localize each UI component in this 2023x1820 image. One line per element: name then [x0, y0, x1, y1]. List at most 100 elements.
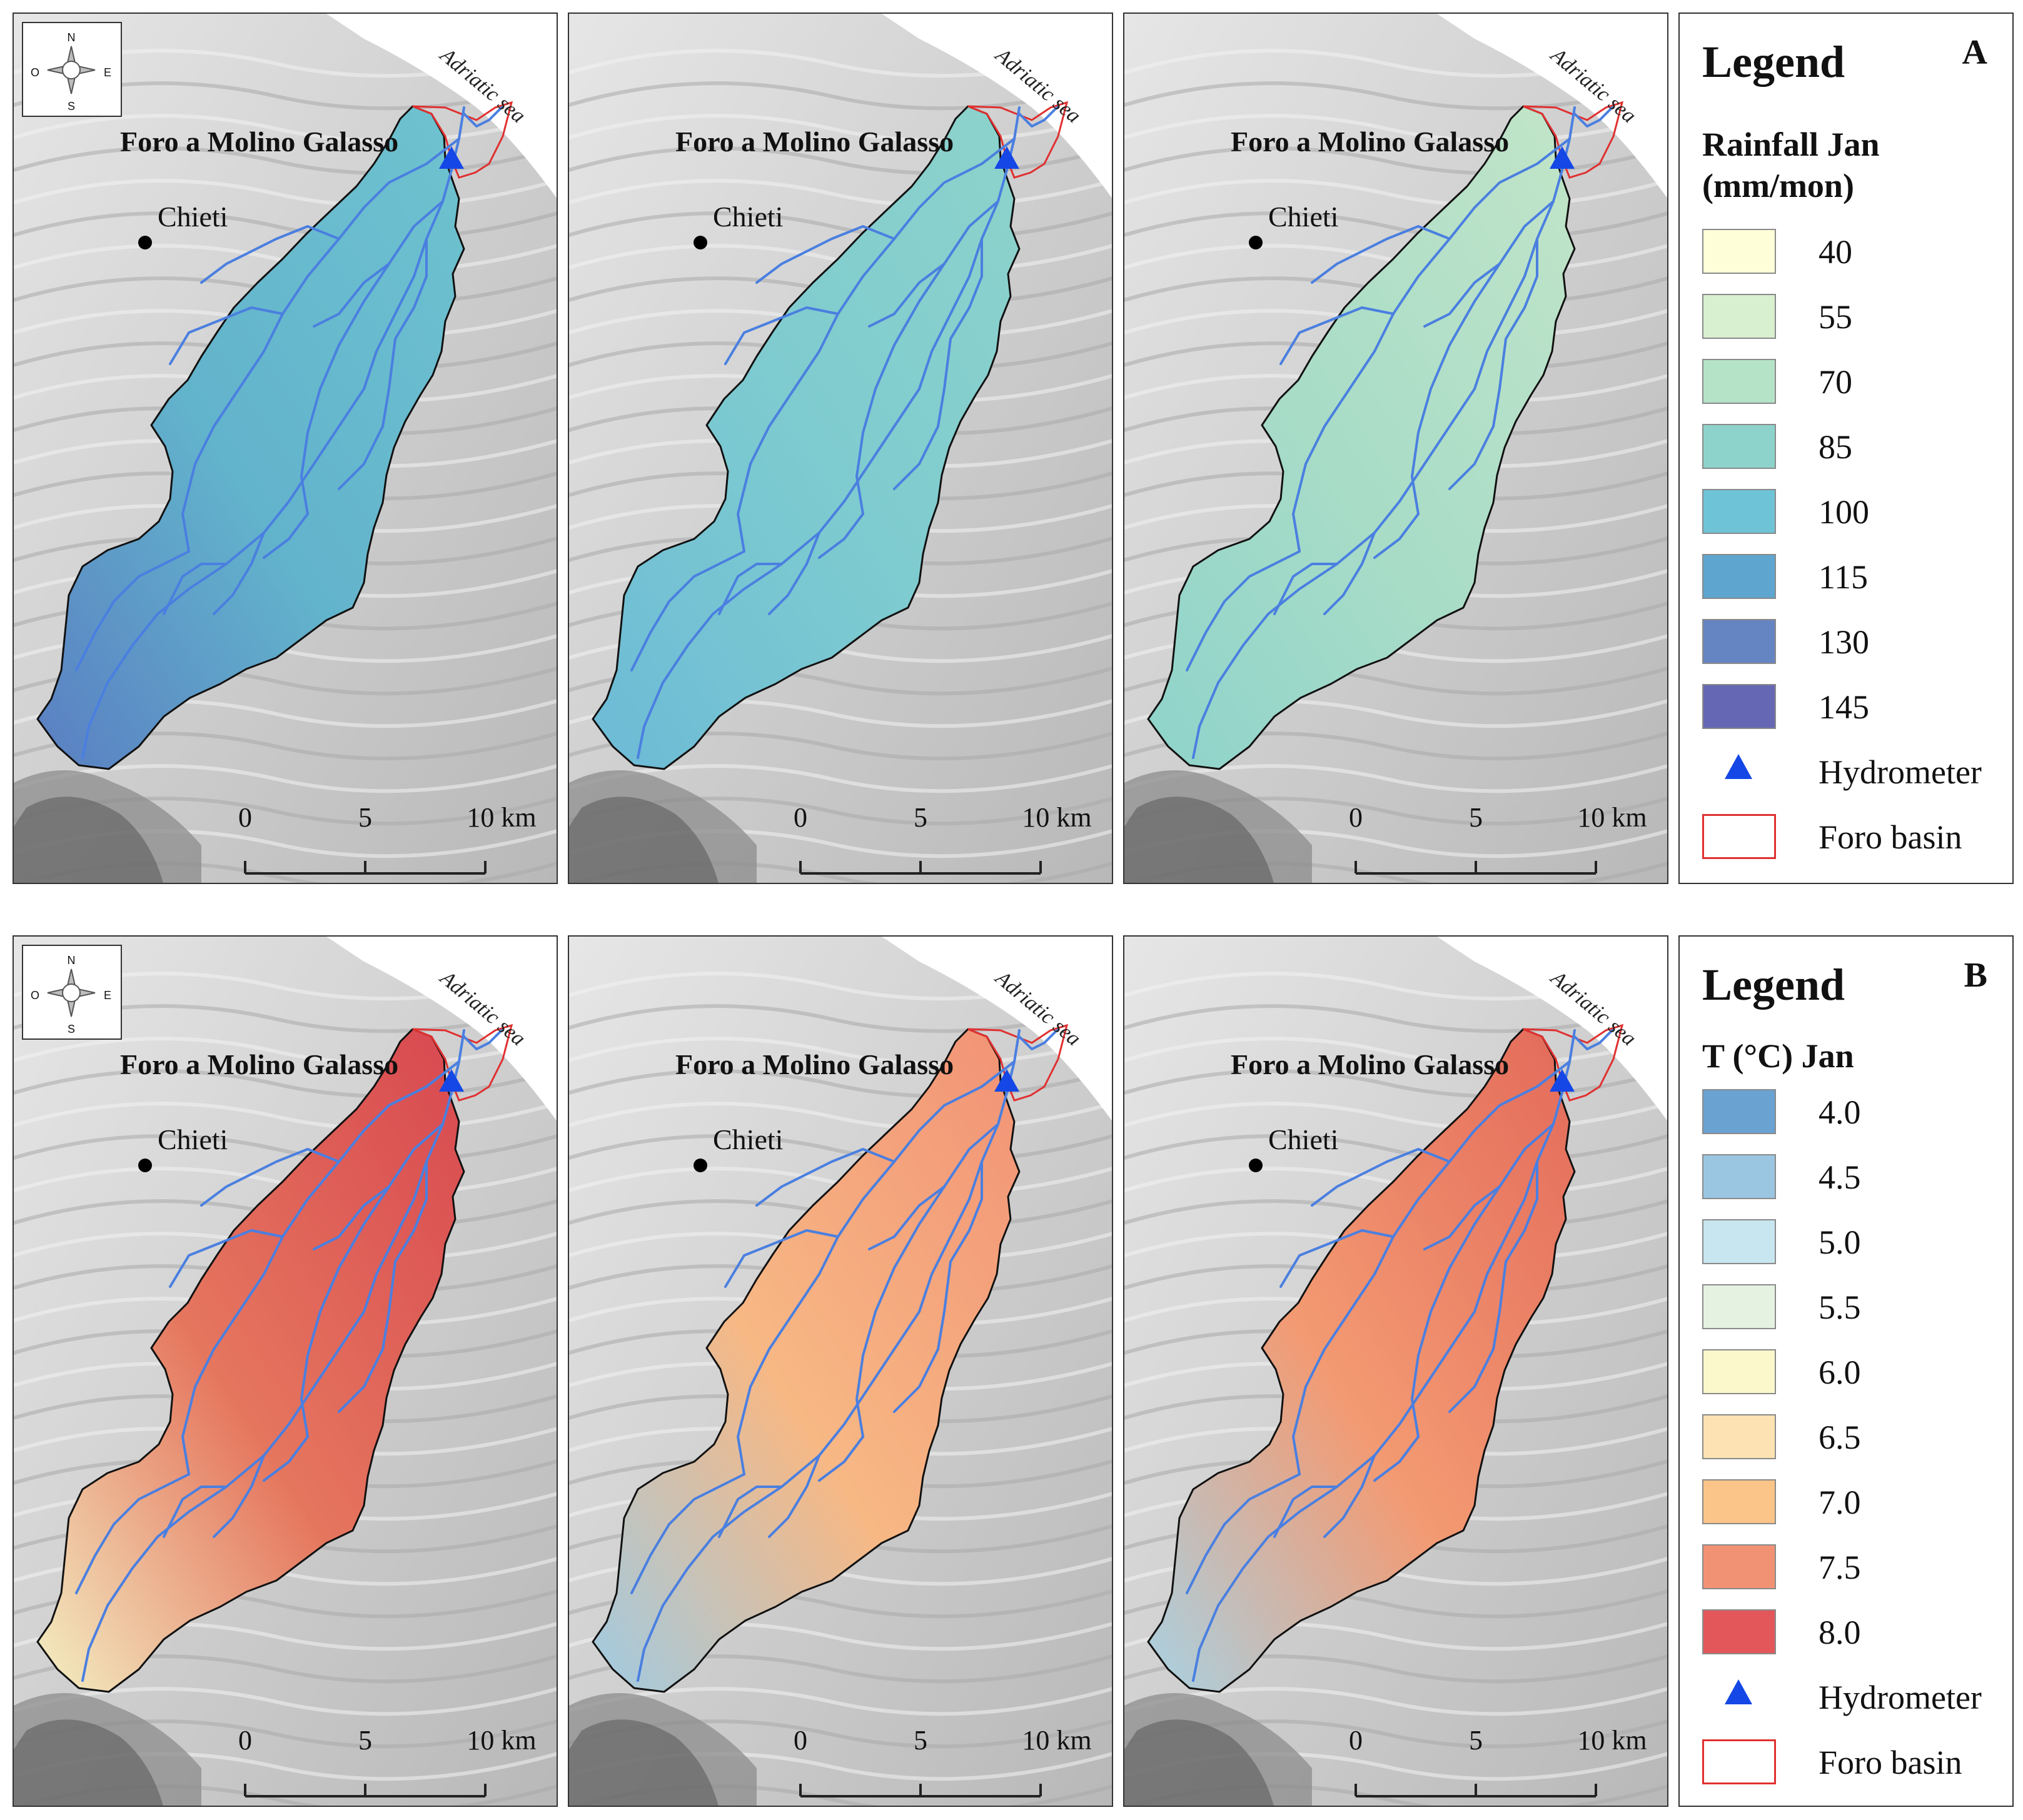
- scale-bar-line: [244, 861, 487, 875]
- terrain-ridge: [1124, 244, 1667, 273]
- map-panel-b2: Foro a Molino Galasso Chieti Adriatic sea 0…: [568, 935, 1113, 1807]
- map-panel-a1: Foro a Molino Galasso Chieti Adriatic sea 0…: [13, 13, 558, 884]
- terrain-ridge: [14, 114, 557, 143]
- scale-bar-line: [799, 861, 1042, 875]
- terrain-ridge: [14, 1037, 557, 1066]
- river-line: [630, 1473, 745, 1594]
- legend-class-row: 145: [1702, 684, 2002, 734]
- river-line: [818, 1435, 864, 1482]
- river-line: [768, 531, 820, 615]
- terrain-ridge: [569, 1102, 1112, 1131]
- legend-hydrometer-row: Hydrometer: [1702, 749, 2002, 799]
- scale-tick-label: 10 km: [1577, 802, 1647, 833]
- terrain-ridge: [1124, 114, 1667, 143]
- river-line: [1411, 1123, 1555, 1438]
- legend-swatch: [1702, 1349, 1776, 1394]
- terrain-ridge: [14, 179, 557, 208]
- gauge-label: Foro a Molino Galasso: [120, 1048, 398, 1080]
- scale-tick-label: 10 km: [1022, 802, 1091, 833]
- legend-swatch: [1702, 684, 1776, 729]
- legend-swatch: [1702, 489, 1776, 534]
- gauge-label: Foro a Molino Galasso: [120, 126, 398, 158]
- map-panel-b3: Foro a Molino Galasso Chieti Adriatic sea 0…: [1123, 935, 1668, 1807]
- gauge-label: Foro a Molino Galasso: [1231, 1048, 1509, 1080]
- legend-class-label: 85: [1819, 428, 1852, 466]
- river-line: [163, 1486, 228, 1538]
- legend-swatch: [1702, 359, 1776, 404]
- terrain-ridge: [569, 1069, 1112, 1099]
- legend-hydrometer-row: Hydrometer: [1702, 1674, 2002, 1724]
- river-line: [1323, 1454, 1376, 1538]
- legend-swatch: [1702, 554, 1776, 599]
- compass-label: S: [68, 1023, 75, 1035]
- legend-class-label: 7.5: [1819, 1549, 1861, 1586]
- scale-tick-label: 5: [914, 802, 927, 833]
- legend-class-row: 130: [1702, 619, 2002, 669]
- terrain-ridge: [1124, 179, 1667, 208]
- downstream-basin-outline: [412, 101, 513, 179]
- legend-class-label: 8.0: [1819, 1614, 1861, 1651]
- compass-icon: N S E O: [22, 22, 122, 117]
- gauge-label: Foro a Molino Galasso: [675, 1048, 954, 1080]
- terrain-ridge: [569, 764, 1112, 793]
- scale-bar: 0 5 10 km: [238, 1725, 537, 1797]
- adriatic-sea: [1437, 937, 1667, 1121]
- river-line: [1323, 531, 1376, 615]
- basin-outline-swatch: [1702, 1739, 1776, 1784]
- river-line: [1373, 513, 1420, 559]
- terrain-ridge: [569, 179, 1112, 208]
- legend-class-row: 40: [1702, 229, 2002, 279]
- river-line: [313, 263, 390, 328]
- river-line: [1448, 425, 1495, 490]
- mountain-relief: [14, 797, 163, 883]
- scale-bar: 0 5 10 km: [238, 802, 537, 875]
- legend-swatch: [1702, 1479, 1776, 1524]
- river-line: [1311, 1148, 1451, 1207]
- river-line: [718, 563, 783, 615]
- hydrometer-icon: [439, 1069, 464, 1092]
- legend-class-row: 8.0: [1702, 1609, 2002, 1659]
- hydrometer-triangle-icon: [1725, 754, 1752, 779]
- legend-class-label: 6.0: [1819, 1354, 1861, 1391]
- scale-bar: 0 5 10 km: [1349, 802, 1647, 875]
- compass-label: E: [104, 66, 111, 79]
- river-line: [893, 1348, 939, 1413]
- river-line: [313, 1185, 390, 1250]
- legend-swatch: [1702, 1154, 1776, 1199]
- terrain-ridge: [14, 764, 557, 793]
- basin-polygon: [592, 105, 1021, 770]
- compass-label: N: [68, 31, 76, 44]
- river-line: [868, 263, 946, 328]
- river-line: [855, 200, 999, 515]
- compass-label: O: [31, 989, 39, 1002]
- terrain-ridge: [1124, 1037, 1667, 1066]
- terrain-ridge: [569, 211, 1112, 241]
- gauge-label: Foro a Molino Galasso: [675, 126, 954, 158]
- city-label: Chieti: [1268, 201, 1338, 233]
- terrain-ridge: [14, 1134, 557, 1164]
- legend-basin-row: Foro basin: [1702, 1739, 2002, 1789]
- map-panel-b1: Foro a Molino Galasso Chieti Adriatic sea 0…: [13, 935, 558, 1807]
- legend-variable: T (°C) Jan: [1702, 1037, 1854, 1075]
- mountain-relief: [1124, 797, 1274, 883]
- scale-tick-label: 10 km: [1022, 1725, 1091, 1756]
- legend-class-row: 4.0: [1702, 1089, 2002, 1139]
- river-line: [1186, 550, 1301, 671]
- hydrometer-icon: [994, 146, 1019, 169]
- terrain-ridge: [569, 1687, 1112, 1716]
- city-label: Chieti: [713, 201, 783, 233]
- river-line: [818, 513, 864, 559]
- river-line: [855, 1123, 999, 1438]
- river-line: [1279, 1229, 1395, 1288]
- river-line: [937, 238, 983, 428]
- hydrometer-icon: [994, 1069, 1019, 1092]
- downstream-basin-outline: [412, 1023, 513, 1102]
- river-line: [381, 1160, 428, 1350]
- river-line: [1311, 225, 1451, 284]
- basin-polygon: [1147, 1028, 1576, 1693]
- basin-polygon: [592, 1028, 1021, 1693]
- terrain-ridge: [14, 1687, 557, 1716]
- legend-swatch: [1702, 1284, 1776, 1329]
- city-dot-icon: [1249, 1159, 1263, 1172]
